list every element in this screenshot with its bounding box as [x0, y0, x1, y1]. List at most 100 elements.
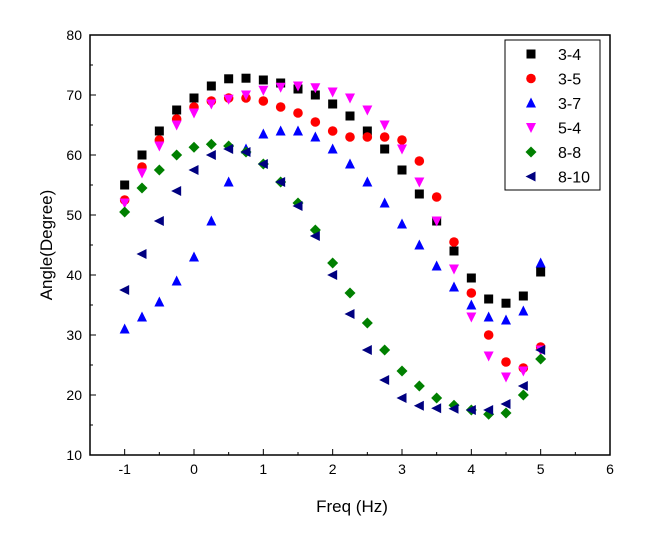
legend-marker-triangle-down — [526, 123, 536, 133]
data-point — [310, 83, 321, 94]
data-point — [535, 257, 546, 268]
data-point — [172, 105, 182, 115]
data-point — [171, 186, 182, 196]
data-point — [536, 267, 546, 277]
series-5-4 — [119, 81, 546, 383]
data-point — [206, 81, 216, 91]
legend-label: 8-10 — [558, 170, 590, 187]
data-point — [258, 75, 268, 85]
data-point — [293, 125, 303, 136]
data-point — [205, 150, 216, 160]
data-point — [257, 159, 268, 169]
data-point — [414, 177, 425, 188]
data-point — [258, 96, 269, 106]
series-8-10 — [119, 144, 546, 415]
data-point — [397, 218, 407, 229]
data-point — [501, 298, 511, 308]
data-point — [154, 126, 164, 136]
data-point — [293, 108, 303, 118]
y-tick-label: 70 — [66, 87, 82, 103]
x-tick-label: 0 — [190, 461, 198, 477]
data-point — [154, 296, 165, 307]
data-point — [205, 138, 217, 150]
data-point — [292, 201, 303, 211]
y-tick-label: 80 — [66, 27, 82, 43]
data-point — [397, 165, 407, 175]
data-point — [413, 400, 424, 411]
series-3-7 — [119, 125, 546, 334]
data-point — [275, 82, 286, 93]
legend-marker-circle — [526, 73, 536, 84]
data-point — [379, 132, 390, 142]
data-point — [344, 287, 356, 299]
data-point — [501, 314, 511, 325]
data-point — [258, 85, 269, 96]
data-point — [361, 345, 372, 355]
x-tick-label: 2 — [329, 461, 337, 477]
data-point — [206, 215, 217, 226]
data-point — [414, 156, 425, 166]
data-point — [379, 344, 391, 356]
legend-label: 3-7 — [558, 96, 581, 113]
data-point — [449, 281, 459, 292]
x-tick-label: 6 — [606, 461, 614, 477]
y-tick-label: 20 — [66, 387, 82, 403]
data-point — [327, 257, 339, 269]
data-point — [137, 150, 147, 160]
data-point — [345, 93, 355, 104]
data-point — [501, 357, 511, 367]
data-point — [240, 147, 251, 157]
data-point — [136, 182, 148, 194]
data-point — [449, 264, 459, 275]
data-point — [517, 389, 529, 401]
data-point — [188, 141, 200, 153]
data-point — [466, 273, 476, 283]
data-point — [362, 132, 373, 142]
data-point — [189, 251, 199, 262]
data-point — [379, 120, 390, 131]
data-point — [345, 158, 355, 169]
data-point — [362, 126, 372, 136]
data-point — [119, 285, 130, 295]
data-point — [327, 87, 338, 98]
x-tick-label: 5 — [537, 461, 545, 477]
data-point — [397, 144, 407, 155]
legend-label: 8-8 — [558, 145, 581, 162]
data-point — [466, 299, 477, 310]
data-point — [189, 108, 199, 119]
legend-marker-triangle-left — [525, 171, 536, 182]
y-tick-label: 30 — [66, 327, 82, 343]
data-point — [171, 149, 183, 161]
data-point — [119, 206, 131, 218]
data-point — [327, 270, 338, 280]
data-point — [483, 330, 494, 340]
data-point — [517, 381, 528, 391]
data-point — [535, 353, 547, 365]
legend-box — [504, 39, 601, 191]
data-point — [119, 198, 130, 209]
data-point — [362, 105, 373, 116]
y-tick-label: 50 — [66, 207, 82, 223]
x-axis-label: Freq (Hz) — [316, 497, 388, 516]
data-point — [189, 93, 199, 103]
data-point — [396, 365, 408, 377]
x-tick-label: 1 — [259, 461, 267, 477]
data-point — [328, 99, 338, 109]
x-tick-label: 3 — [398, 461, 406, 477]
data-point — [361, 317, 373, 329]
series-3-5 — [119, 93, 546, 373]
data-point — [362, 176, 373, 187]
data-point — [171, 120, 182, 131]
data-point — [518, 366, 529, 377]
data-point — [309, 231, 320, 241]
y-tick-label: 10 — [66, 447, 82, 463]
data-point — [431, 216, 442, 227]
data-point — [500, 407, 512, 419]
data-point — [380, 144, 390, 154]
data-point — [518, 291, 528, 301]
data-point — [224, 74, 234, 84]
data-point — [188, 165, 199, 175]
legend-marker-diamond — [525, 146, 537, 158]
